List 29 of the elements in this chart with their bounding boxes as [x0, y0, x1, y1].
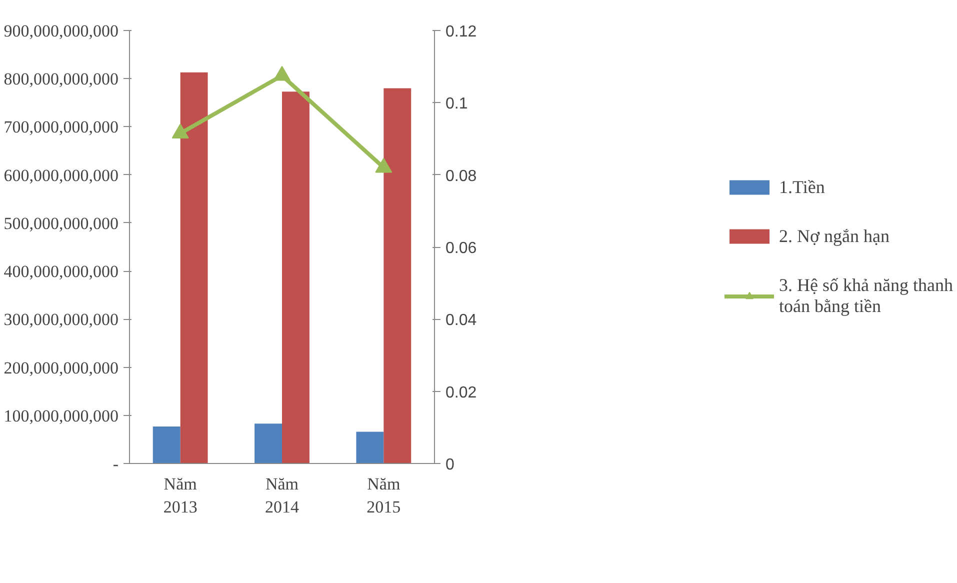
- y2-tick-label: 0.1: [446, 96, 468, 113]
- y2-tick-label: 0.02: [446, 384, 477, 402]
- y-tick-label: 300,000,000,000: [4, 310, 118, 330]
- y2-tick-label: 0.06: [446, 240, 477, 257]
- y-tick-label: 800,000,000,000: [4, 70, 118, 89]
- y-tick-label: 400,000,000,000: [4, 262, 118, 282]
- y-tick-label: 700,000,000,000: [4, 118, 118, 137]
- bar: [180, 72, 208, 464]
- x-tick-label: Năm 2013: [163, 474, 198, 516]
- bar: [384, 88, 412, 464]
- legend-label: 1.Tiền: [779, 176, 825, 198]
- y2-tick-label: 0.08: [446, 168, 477, 185]
- y2-tick-label: 0.04: [446, 312, 477, 330]
- legend-label: 2. Nợ ngắn hạn: [779, 226, 890, 246]
- y2-tick-label: 0: [446, 456, 454, 474]
- y2-tick-label: 0.12: [446, 24, 477, 40]
- y-tick-label: 900,000,000,000: [4, 22, 118, 40]
- bar: [282, 92, 310, 464]
- y-tick-label: 200,000,000,000: [4, 358, 118, 378]
- legend-label: 3. Hệ số khả năng thanh toán bằng tiền: [779, 274, 953, 316]
- y-tick-label: 100,000,000,000: [4, 406, 118, 426]
- bar: [254, 424, 282, 464]
- x-tick-label: Năm 2014: [265, 474, 300, 516]
- bar: [152, 426, 180, 464]
- bar: [356, 432, 384, 464]
- x-tick-label: Năm 2015: [366, 474, 401, 516]
- y-tick-label: 600,000,000,000: [4, 166, 118, 185]
- y-tick-label: 500,000,000,000: [4, 214, 118, 233]
- y-tick-label: -: [112, 454, 119, 474]
